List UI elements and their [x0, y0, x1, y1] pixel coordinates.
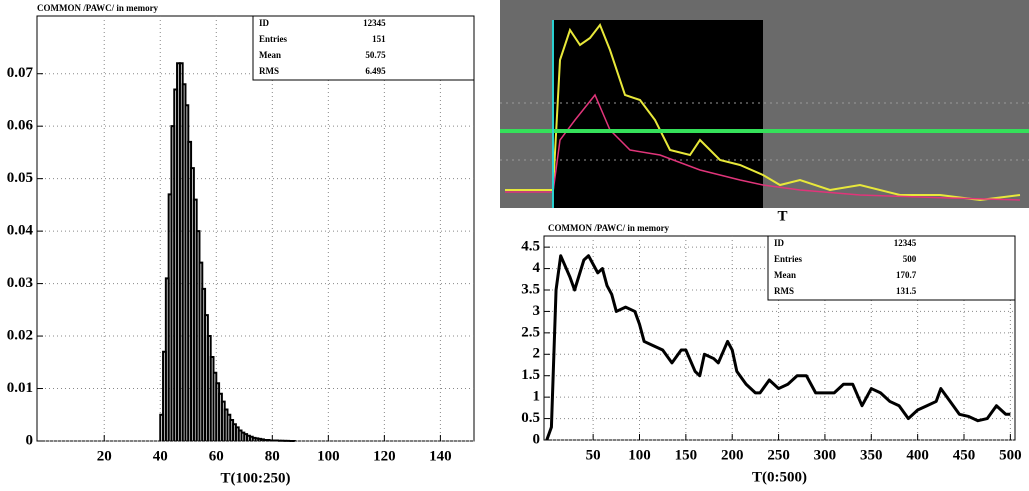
stats-value: 170.7 — [896, 270, 917, 280]
y-tick-label: 1 — [533, 389, 541, 405]
chart-title: T — [777, 208, 787, 224]
y-tick-label: 4.5 — [521, 239, 540, 255]
stats-label: Entries — [259, 34, 287, 44]
stats-box — [252, 15, 475, 81]
y-tick-label: 0 — [533, 431, 541, 447]
line-series — [545, 254, 1011, 441]
stats-label: Mean — [259, 50, 281, 60]
stats-label: ID — [259, 18, 270, 28]
x-tick-label: 60 — [209, 448, 224, 464]
x-tick-label: 100 — [628, 447, 651, 463]
stats-value: 500 — [903, 254, 917, 264]
stats-value: 12345 — [894, 238, 917, 248]
scope-trace-yellow — [505, 22, 1021, 202]
stats-value: 50.75 — [365, 50, 386, 60]
y-tick-label: 0.07 — [7, 65, 34, 81]
y-tick-label: 0.05 — [7, 170, 33, 186]
y-tick-label: 1.5 — [521, 367, 540, 383]
x-tick-label: 250 — [767, 447, 790, 463]
stats-label: ID — [774, 238, 785, 248]
y-tick-label: 0.01 — [7, 380, 33, 396]
stats-value: 151 — [372, 34, 386, 44]
chart-title: COMMON /PAWC/ in memory — [37, 3, 159, 13]
x-tick-label: 350 — [860, 447, 883, 463]
stats-label: Entries — [774, 254, 802, 264]
stats-label: Mean — [774, 270, 796, 280]
y-tick-label: 2.5 — [521, 324, 540, 340]
stats-value: 6.495 — [365, 66, 386, 76]
x-tick-label: 50 — [586, 447, 601, 463]
x-tick-label: 100 — [317, 448, 340, 464]
chart-subtitle: COMMON /PAWC/ in memory — [548, 223, 670, 233]
x-tick-label: 40 — [153, 448, 168, 464]
stats-label: RMS — [259, 66, 279, 76]
stats-label: RMS — [774, 286, 794, 296]
scope-image — [500, 0, 1029, 208]
x-tick-label: 450 — [953, 447, 976, 463]
y-tick-label: 0.04 — [7, 223, 34, 239]
x-tick-label: 20 — [97, 448, 112, 464]
y-tick-label: 0 — [26, 432, 34, 448]
x-tick-label: 80 — [265, 448, 280, 464]
stats-box — [767, 235, 1016, 301]
x-tick-label: 300 — [814, 447, 837, 463]
y-tick-label: 0.02 — [7, 327, 33, 343]
x-axis-label: T(0:500) — [752, 469, 807, 485]
stats-value: 131.5 — [896, 286, 917, 296]
x-tick-label: 400 — [906, 447, 929, 463]
y-tick-label: 3 — [533, 303, 541, 319]
y-tick-label: 4 — [533, 260, 541, 276]
x-tick-label: 500 — [999, 447, 1022, 463]
y-tick-label: 3.5 — [521, 281, 540, 297]
y-tick-label: 0.06 — [7, 118, 34, 134]
x-tick-label: 140 — [429, 448, 452, 464]
y-tick-label: 2 — [533, 346, 541, 362]
x-tick-label: 120 — [373, 448, 396, 464]
x-tick-label: 150 — [675, 447, 698, 463]
scope-trace-pink — [505, 93, 1021, 201]
x-axis-label: T(100:250) — [221, 470, 291, 486]
x-tick-label: 200 — [721, 447, 744, 463]
stats-value: 12345 — [363, 18, 386, 28]
scope-window — [553, 20, 763, 208]
y-tick-label: 0.5 — [521, 410, 540, 426]
y-tick-label: 0.03 — [7, 275, 33, 291]
